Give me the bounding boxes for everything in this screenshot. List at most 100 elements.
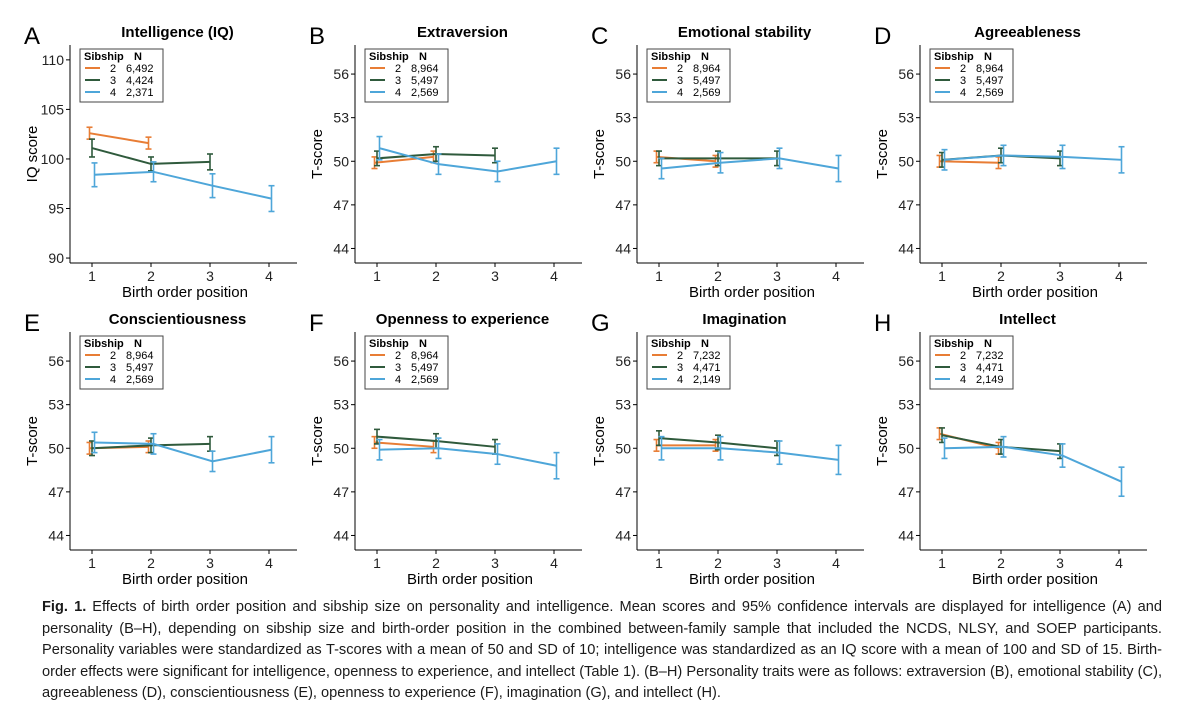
- x-tick-label: 1: [938, 268, 946, 284]
- error-bar: [89, 138, 95, 158]
- y-axis-label: T-score: [24, 416, 41, 466]
- y-tick-label: 47: [898, 484, 914, 500]
- error-bar: [941, 437, 948, 460]
- x-tick-label: 4: [265, 555, 273, 571]
- series-line-sibship-4: [94, 441, 272, 463]
- figure-caption: Fig. 1. Effects of birth order position a…: [42, 597, 1162, 705]
- series-line-sibship-2: [374, 441, 434, 448]
- legend: Sibship N 2 7,232 3 4,471 4 2,149: [929, 335, 1014, 390]
- x-tick-label: 2: [147, 555, 155, 571]
- panel-letter: G: [591, 310, 610, 337]
- series-line-sibship-2: [89, 132, 149, 145]
- legend-header-sibship: Sibship: [651, 338, 691, 350]
- y-tick-label: 56: [333, 66, 349, 82]
- x-axis-label: Birth order position: [122, 571, 248, 588]
- error-bar: [835, 444, 842, 476]
- error-bar: [494, 160, 501, 183]
- legend-entry-name: 4: [677, 87, 683, 99]
- x-tick-label: 4: [832, 555, 840, 571]
- caption-label: Fig. 1.: [42, 599, 87, 615]
- y-tick-label: 44: [333, 240, 349, 256]
- legend-entry-name: 4: [960, 374, 966, 386]
- panel-letter: C: [591, 23, 608, 50]
- y-tick-label: 47: [898, 197, 914, 213]
- error-bar: [553, 147, 560, 176]
- y-tick-label: 50: [615, 153, 631, 169]
- x-tick-label: 2: [714, 268, 722, 284]
- y-axis-label: T-score: [874, 129, 891, 179]
- legend-entry-name: 2: [960, 63, 966, 75]
- legend-entry-n: 2,149: [693, 374, 721, 386]
- legend-entry-name: 2: [395, 350, 401, 362]
- error-bar: [1118, 145, 1125, 174]
- panel-letter: E: [24, 310, 40, 337]
- legend-entry-n: 4,471: [976, 362, 1004, 374]
- error-bar: [435, 153, 442, 176]
- panel-letter: D: [874, 23, 891, 50]
- error-bar: [91, 162, 98, 188]
- panel-letter: F: [309, 310, 324, 337]
- y-tick-label: 47: [48, 484, 64, 500]
- x-tick-label: 4: [265, 268, 273, 284]
- x-tick-label: 3: [1056, 268, 1064, 284]
- legend-entry-name: 2: [677, 350, 683, 362]
- error-bar: [209, 450, 216, 473]
- legend-entry-name: 4: [395, 374, 401, 386]
- legend-entry-n: 7,232: [976, 350, 1004, 362]
- y-tick-label: 44: [615, 527, 631, 543]
- legend-entry-n: 4,424: [126, 75, 154, 87]
- error-bar: [150, 432, 157, 455]
- series-line-sibship-2: [939, 160, 999, 164]
- legend-header-sibship: Sibship: [84, 51, 124, 63]
- series-line-sibship-4: [661, 447, 839, 461]
- y-tick-label: 50: [333, 440, 349, 456]
- panel-title: Openness to experience: [376, 311, 549, 328]
- legend-entry-name: 4: [110, 374, 116, 386]
- x-tick-label: 2: [997, 268, 1005, 284]
- x-tick-label: 4: [1115, 268, 1123, 284]
- error-bar: [435, 437, 442, 460]
- legend-entry-name: 4: [677, 374, 683, 386]
- legend-entry-n: 5,497: [411, 362, 439, 374]
- legend: Sibship N 2 6,492 3 4,424 4 2,371: [79, 48, 164, 103]
- x-tick-label: 1: [88, 268, 96, 284]
- y-tick-label: 56: [898, 353, 914, 369]
- error-bar: [717, 435, 724, 461]
- y-tick-label: 44: [333, 527, 349, 543]
- legend-header-sibship: Sibship: [369, 51, 409, 63]
- panel-title: Extraversion: [417, 24, 508, 41]
- panel-letter: A: [24, 23, 40, 50]
- legend-entry-n: 8,964: [976, 63, 1004, 75]
- x-tick-label: 4: [550, 268, 558, 284]
- y-axis-label: T-score: [591, 416, 608, 466]
- x-tick-label: 1: [655, 555, 663, 571]
- legend-entry-name: 4: [395, 87, 401, 99]
- y-tick-label: 44: [898, 527, 914, 543]
- legend-entry-name: 3: [395, 75, 401, 87]
- x-tick-label: 1: [88, 555, 96, 571]
- y-tick-label: 50: [898, 153, 914, 169]
- error-bar: [1118, 466, 1125, 498]
- series-line-sibship-4: [379, 447, 557, 467]
- x-tick-label: 3: [206, 268, 214, 284]
- legend-entry-n: 7,232: [693, 350, 721, 362]
- x-axis-label: Birth order position: [407, 571, 533, 588]
- x-tick-label: 3: [773, 268, 781, 284]
- error-bar: [376, 438, 383, 461]
- error-bar: [717, 151, 724, 174]
- panel-letter: H: [874, 310, 891, 337]
- legend-header-n: N: [419, 51, 427, 63]
- y-axis-label: T-score: [309, 129, 326, 179]
- x-tick-label: 4: [832, 268, 840, 284]
- legend: Sibship N 2 8,964 3 5,497 4 2,569: [364, 48, 449, 103]
- legend-header-n: N: [419, 338, 427, 350]
- legend-entry-name: 3: [110, 75, 116, 87]
- x-axis-label: Birth order position: [689, 284, 815, 301]
- y-tick-label: 56: [615, 353, 631, 369]
- legend-header-sibship: Sibship: [934, 51, 974, 63]
- x-axis-label: Birth order position: [122, 284, 248, 301]
